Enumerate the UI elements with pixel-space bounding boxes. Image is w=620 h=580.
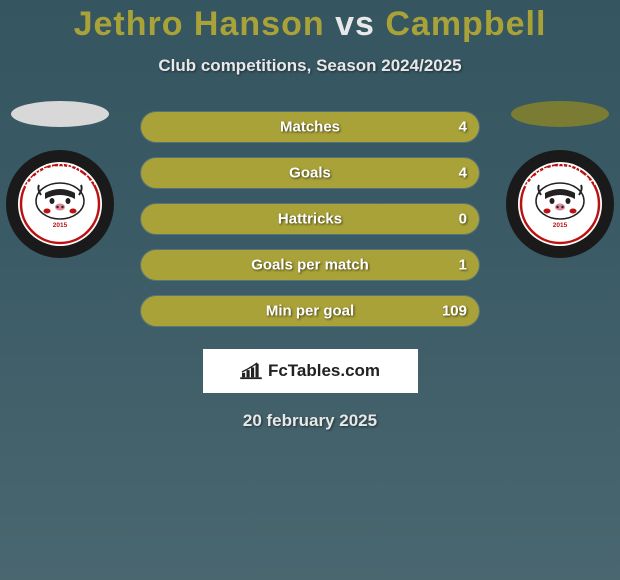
stat-bar: Goals per match 1 [140, 249, 480, 281]
comparison-panel: HEREFORD FC FOREVER UNITED [0, 111, 620, 431]
stat-bars: Matches 4 Goals 4 Hattricks 0 Goals per match 1… [140, 111, 480, 327]
player1-name: Jethro Hanson [74, 5, 325, 43]
stat-right-value: 0 [459, 211, 467, 228]
player2-shadow [511, 101, 609, 127]
date-text: 20 february 2025 [0, 411, 620, 431]
player1-side: HEREFORD FC FOREVER UNITED [0, 101, 120, 259]
stat-bar: Min per goal 109 [140, 295, 480, 327]
player2-name: Campbell [385, 5, 546, 43]
player1-shadow [11, 101, 109, 127]
player1-crest: HEREFORD FC FOREVER UNITED [5, 149, 115, 259]
stat-right-value: 109 [442, 303, 467, 320]
svg-text:2015: 2015 [553, 222, 568, 229]
page-title: Jethro Hanson vs Campbell [0, 5, 620, 44]
branding-text: FcTables.com [268, 361, 380, 381]
player2-side: HEREFORD FC FOREVER UNITED [500, 101, 620, 259]
stat-label: Matches [280, 119, 340, 136]
stat-label: Hattricks [278, 211, 342, 228]
stat-bar: Hattricks 0 [140, 203, 480, 235]
stat-label: Min per goal [266, 303, 354, 320]
stat-bar: Goals 4 [140, 157, 480, 189]
stat-label: Goals [289, 165, 331, 182]
stat-right-value: 1 [459, 257, 467, 274]
subtitle: Club competitions, Season 2024/2025 [0, 56, 620, 76]
svg-text:2015: 2015 [53, 222, 68, 229]
stat-bar: Matches 4 [140, 111, 480, 143]
branding-badge: FcTables.com [203, 349, 418, 393]
stat-label: Goals per match [251, 257, 369, 274]
stat-right-value: 4 [459, 165, 467, 182]
vs-text: vs [335, 5, 375, 43]
player2-crest: HEREFORD FC FOREVER UNITED [505, 149, 615, 259]
chart-icon [240, 362, 262, 380]
stat-right-value: 4 [459, 119, 467, 136]
